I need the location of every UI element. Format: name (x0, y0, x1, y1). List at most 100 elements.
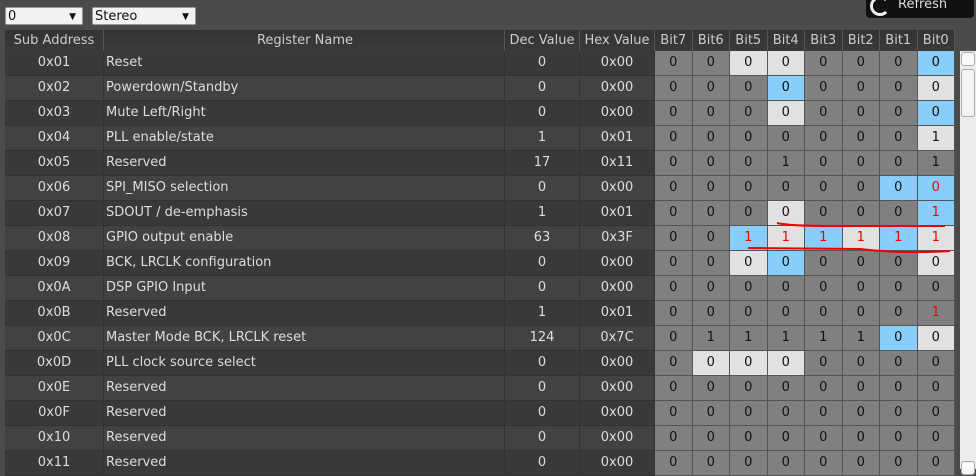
bit-cell[interactable]: 0 (880, 201, 918, 226)
scroll-down-button[interactable] (961, 461, 975, 475)
bit-cell[interactable]: 0 (805, 101, 843, 126)
bit-cell[interactable]: 0 (730, 301, 768, 326)
bit-cell[interactable]: 0 (692, 151, 730, 176)
bit-cell[interactable]: 0 (692, 351, 730, 376)
bit-cell[interactable]: 0 (730, 276, 768, 301)
bit-cell[interactable]: 0 (730, 151, 768, 176)
bit-cell[interactable]: 0 (842, 176, 880, 201)
bit-cell[interactable]: 1 (917, 126, 955, 151)
bit-cell[interactable]: 0 (767, 301, 805, 326)
bit-cell[interactable]: 0 (692, 451, 730, 476)
bit-cell[interactable]: 0 (917, 376, 955, 401)
bit-cell[interactable]: 0 (842, 126, 880, 151)
bit-cell[interactable]: 0 (842, 101, 880, 126)
table-row[interactable]: 0x04 PLL enable/state 1 0x01 0 0 0 0 0 0 0 1 (5, 126, 955, 151)
bit-cell[interactable]: 0 (655, 276, 693, 301)
bit-cell[interactable]: 0 (730, 176, 768, 201)
bit-cell[interactable]: 0 (880, 76, 918, 101)
column-header[interactable]: Bit7 (655, 30, 693, 51)
bit-cell[interactable]: 0 (767, 126, 805, 151)
bit-cell[interactable]: 0 (880, 351, 918, 376)
bit-cell[interactable]: 0 (880, 126, 918, 151)
bit-cell[interactable]: 0 (655, 351, 693, 376)
refresh-button[interactable]: Refresh (866, 0, 974, 18)
bit-cell[interactable]: 0 (767, 376, 805, 401)
bit-cell[interactable]: 1 (692, 326, 730, 351)
bit-cell[interactable]: 0 (805, 201, 843, 226)
bit-cell[interactable]: 0 (842, 376, 880, 401)
bit-cell[interactable]: 0 (805, 276, 843, 301)
bit-cell[interactable]: 0 (692, 301, 730, 326)
bit-cell[interactable]: 1 (917, 201, 955, 226)
bit-cell[interactable]: 0 (917, 176, 955, 201)
scroll-up-button[interactable] (961, 52, 975, 66)
bit-cell[interactable]: 0 (842, 301, 880, 326)
table-row[interactable]: 0x0A DSP GPIO Input 0 0x00 0 0 0 0 0 0 0 0 (5, 276, 955, 301)
bit-cell[interactable]: 0 (767, 426, 805, 451)
bit-cell[interactable]: 0 (692, 401, 730, 426)
table-row[interactable]: 0x10 Reserved 0 0x00 0 0 0 0 0 0 0 0 (5, 426, 955, 451)
bit-cell[interactable]: 0 (767, 76, 805, 101)
bit-cell[interactable]: 1 (917, 301, 955, 326)
bit-cell[interactable]: 1 (767, 226, 805, 251)
bit-cell[interactable]: 1 (730, 226, 768, 251)
bit-cell[interactable]: 0 (767, 351, 805, 376)
table-row[interactable]: 0x09 BCK, LRCLK configuration 0 0x00 0 0 0 0 0 0 0… (5, 251, 955, 276)
bit-cell[interactable]: 0 (655, 326, 693, 351)
table-row[interactable]: 0x0F Reserved 0 0x00 0 0 0 0 0 0 0 0 (5, 401, 955, 426)
table-row[interactable]: 0x03 Mute Left/Right 0 0x00 0 0 0 0 0 0 0 0 (5, 101, 955, 126)
table-row[interactable]: 0x06 SPI_MISO selection 0 0x00 0 0 0 0 0 0 0 0 (5, 176, 955, 201)
bit-cell[interactable]: 0 (842, 276, 880, 301)
bit-cell[interactable]: 0 (655, 226, 693, 251)
bit-cell[interactable]: 0 (767, 176, 805, 201)
bit-cell[interactable]: 0 (655, 126, 693, 151)
scroll-thumb[interactable] (961, 69, 975, 117)
bit-cell[interactable]: 1 (842, 326, 880, 351)
bit-cell[interactable]: 0 (880, 101, 918, 126)
bit-cell[interactable]: 0 (692, 426, 730, 451)
bit-cell[interactable]: 0 (692, 201, 730, 226)
bit-cell[interactable]: 0 (767, 251, 805, 276)
bit-cell[interactable]: 1 (842, 226, 880, 251)
column-header[interactable]: Hex Value (580, 30, 655, 51)
bit-cell[interactable]: 1 (805, 226, 843, 251)
bit-cell[interactable]: 0 (842, 51, 880, 76)
bit-cell[interactable]: 0 (655, 101, 693, 126)
bit-cell[interactable]: 0 (805, 151, 843, 176)
bit-cell[interactable]: 0 (730, 201, 768, 226)
bit-cell[interactable]: 0 (655, 301, 693, 326)
bit-cell[interactable]: 0 (730, 76, 768, 101)
bit-cell[interactable]: 0 (880, 176, 918, 201)
bit-cell[interactable]: 0 (805, 426, 843, 451)
bit-cell[interactable]: 1 (767, 151, 805, 176)
table-row[interactable]: 0x0C Master Mode BCK, LRCLK reset 124 0x7C 0… (5, 326, 955, 351)
table-row[interactable]: 0x11 Reserved 0 0x00 0 0 0 0 0 0 0 0 (5, 451, 955, 476)
bit-cell[interactable]: 0 (767, 451, 805, 476)
bit-cell[interactable]: 1 (805, 326, 843, 351)
bit-cell[interactable]: 0 (917, 101, 955, 126)
bit-cell[interactable]: 0 (805, 251, 843, 276)
bit-cell[interactable]: 0 (842, 426, 880, 451)
bit-cell[interactable]: 0 (655, 376, 693, 401)
bit-cell[interactable]: 0 (805, 126, 843, 151)
bit-cell[interactable]: 0 (842, 351, 880, 376)
bit-cell[interactable]: 0 (655, 251, 693, 276)
bit-cell[interactable]: 0 (730, 451, 768, 476)
bit-cell[interactable]: 1 (917, 151, 955, 176)
bit-cell[interactable]: 0 (880, 451, 918, 476)
table-row[interactable]: 0x01 Reset 0 0x00 0 0 0 0 0 0 0 0 (5, 51, 955, 76)
bit-cell[interactable]: 0 (692, 276, 730, 301)
column-header[interactable]: Register Name (104, 30, 505, 51)
bit-cell[interactable]: 0 (917, 51, 955, 76)
bit-cell[interactable]: 0 (917, 451, 955, 476)
vertical-scrollbar[interactable] (960, 51, 976, 475)
bit-cell[interactable]: 0 (880, 426, 918, 451)
bit-cell[interactable]: 0 (730, 376, 768, 401)
bit-cell[interactable]: 1 (730, 326, 768, 351)
bit-cell[interactable]: 0 (880, 376, 918, 401)
bit-cell[interactable]: 0 (655, 151, 693, 176)
table-row[interactable]: 0x08 GPIO output enable 63 0x3F 0 0 1 1 1 1 1 1 (5, 226, 955, 251)
bit-cell[interactable]: 0 (917, 401, 955, 426)
bit-cell[interactable]: 0 (842, 451, 880, 476)
column-header[interactable]: Bit2 (843, 30, 880, 51)
